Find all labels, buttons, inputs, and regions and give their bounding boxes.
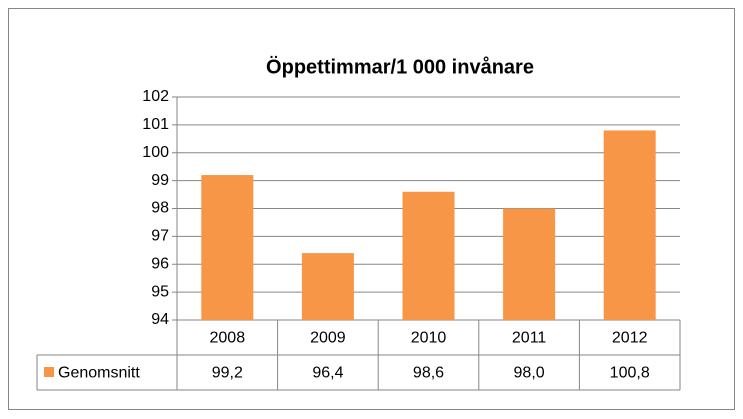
data-table-value: 96,4 — [312, 365, 343, 382]
bar — [201, 175, 254, 320]
data-table-value: 99,2 — [212, 365, 243, 382]
x-tick-label: 2011 — [512, 330, 547, 347]
x-tick-label: 2010 — [411, 330, 447, 347]
y-tick-label: 95 — [151, 283, 169, 300]
legend-key — [44, 367, 54, 377]
y-tick-label: 97 — [151, 228, 169, 245]
y-tick-label: 102 — [142, 88, 169, 105]
y-tick-label: 98 — [151, 200, 169, 217]
y-tick-label: 100 — [142, 144, 169, 161]
bar — [503, 208, 556, 320]
y-tick-label: 99 — [151, 172, 169, 189]
y-tick-label: 96 — [151, 255, 169, 272]
x-tick-label: 2012 — [612, 330, 648, 347]
data-table-value: 100,8 — [610, 365, 650, 382]
data-table-value: 98,0 — [514, 365, 545, 382]
y-tick-label: 94 — [151, 311, 169, 328]
legend-label: Genomsnitt — [58, 365, 140, 382]
chart-title: Öppettimmar/1 000 invånare — [266, 55, 534, 78]
bar — [402, 191, 455, 320]
bar — [301, 253, 354, 320]
y-tick-label: 101 — [142, 116, 169, 133]
bar — [603, 130, 656, 320]
x-tick-label: 2009 — [310, 330, 346, 347]
data-table-value: 98,6 — [413, 365, 444, 382]
x-tick-label: 2008 — [210, 330, 246, 347]
